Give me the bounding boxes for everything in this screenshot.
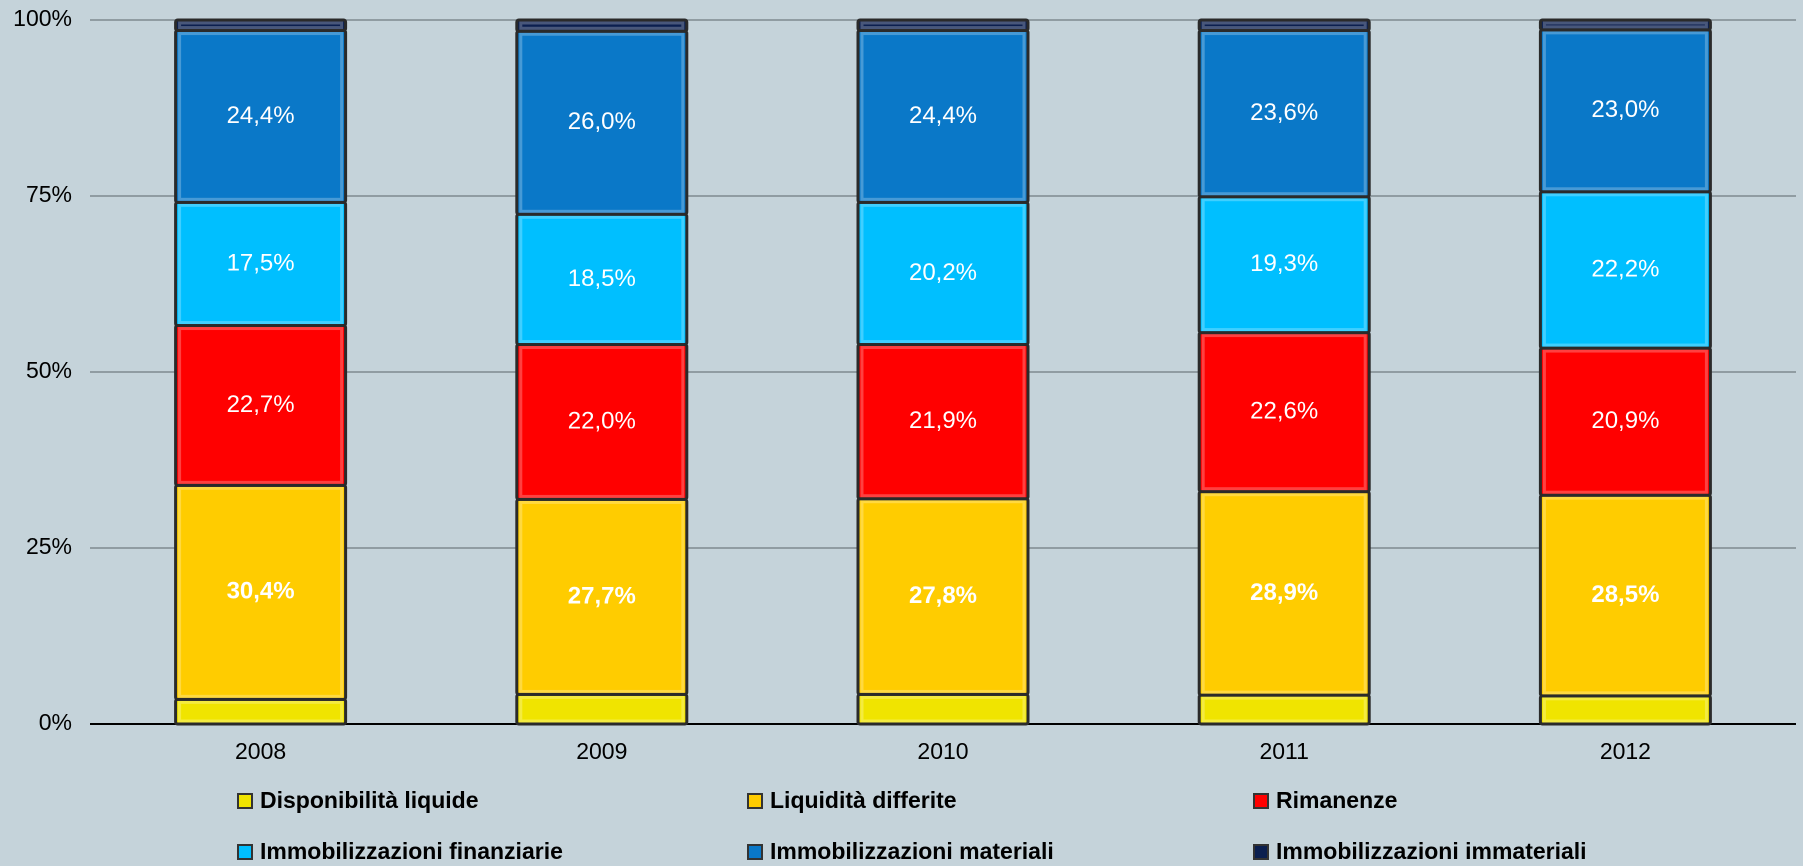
bar-segment <box>856 18 1030 33</box>
data-label: 30,4% <box>227 578 295 605</box>
bar-bevel <box>1542 31 1708 191</box>
data-label: 17,5% <box>227 249 295 276</box>
data-label: 23,0% <box>1591 96 1659 123</box>
bar-bevel <box>178 486 344 698</box>
legend-label: Immobilizzazioni immateriali <box>1276 838 1587 864</box>
bar-bevel <box>519 695 685 723</box>
bar-bevel <box>519 215 685 344</box>
bar-bevel <box>1201 32 1367 196</box>
data-label: 22,7% <box>227 391 295 418</box>
y-tick-label: 50% <box>26 357 72 383</box>
y-tick-label: 100% <box>13 5 72 31</box>
bar-bevel <box>1542 21 1708 29</box>
bar-bevel <box>1201 198 1367 332</box>
data-label: 27,7% <box>568 582 636 609</box>
data-label: 21,9% <box>909 407 977 434</box>
bar-bevel <box>1542 193 1708 347</box>
bar-bevel <box>519 21 685 30</box>
data-label: 24,4% <box>909 102 977 129</box>
bar-bevel <box>860 203 1026 344</box>
legend-swatch <box>1253 793 1269 809</box>
x-tick-label: 2012 <box>1600 738 1651 764</box>
y-tick-label: 0% <box>39 709 72 735</box>
bar-segment <box>1538 18 1712 32</box>
legend-swatch <box>747 844 763 860</box>
data-label: 27,8% <box>909 582 977 609</box>
bar-bevel <box>519 346 685 498</box>
legend-label: Rimanenze <box>1276 787 1397 813</box>
y-tick-label: 75% <box>26 181 72 207</box>
data-label: 18,5% <box>568 265 636 292</box>
bar-bevel <box>1542 496 1708 695</box>
bar-bevel <box>1201 21 1367 30</box>
bar-bevel <box>860 32 1026 201</box>
bar-bevel <box>860 500 1026 693</box>
legend-label: Immobilizzazioni materiali <box>770 838 1054 864</box>
data-label: 22,6% <box>1250 397 1318 424</box>
legend-swatch <box>237 793 253 809</box>
bar-segment <box>515 18 689 33</box>
data-label: 28,5% <box>1591 581 1659 608</box>
x-tick-label: 2008 <box>235 738 286 764</box>
x-tick-label: 2011 <box>1259 738 1308 764</box>
legend-label: Immobilizzazioni finanziarie <box>260 838 563 864</box>
bar-bevel <box>1542 349 1708 494</box>
bar-bevel <box>1542 697 1708 723</box>
x-tick-label: 2010 <box>917 738 968 764</box>
bar-segment <box>1197 18 1371 33</box>
data-label: 24,4% <box>227 102 295 129</box>
bar-bevel <box>1201 696 1367 723</box>
legend-label: Liquidità differite <box>770 787 957 813</box>
data-label: 28,9% <box>1250 579 1318 606</box>
bar-bevel <box>178 203 344 325</box>
data-label: 20,9% <box>1591 407 1659 434</box>
data-label: 22,0% <box>568 407 636 434</box>
y-tick-label: 25% <box>26 533 72 559</box>
bar-bevel <box>1201 334 1367 491</box>
bar-bevel <box>860 695 1026 723</box>
legend-swatch <box>1253 844 1269 860</box>
data-label: 20,2% <box>909 259 977 286</box>
bar-bevel <box>519 500 685 693</box>
bar-bevel <box>1201 493 1367 694</box>
x-tick-label: 2009 <box>576 738 627 764</box>
bar-bevel <box>860 346 1026 498</box>
bar-bevel <box>178 700 344 723</box>
bar-bevel <box>178 21 344 30</box>
data-label: 19,3% <box>1250 250 1318 277</box>
data-label: 23,6% <box>1250 99 1318 126</box>
legend-label: Disponibilità liquide <box>260 787 479 813</box>
data-label: 26,0% <box>568 108 636 135</box>
legend-swatch <box>747 793 763 809</box>
legend-swatch <box>237 844 253 860</box>
bar-bevel <box>178 327 344 484</box>
bar-bevel <box>178 32 344 201</box>
bar-bevel <box>860 21 1026 30</box>
data-label: 22,2% <box>1591 255 1659 282</box>
bar-segment <box>174 18 348 33</box>
bar-bevel <box>519 32 685 213</box>
